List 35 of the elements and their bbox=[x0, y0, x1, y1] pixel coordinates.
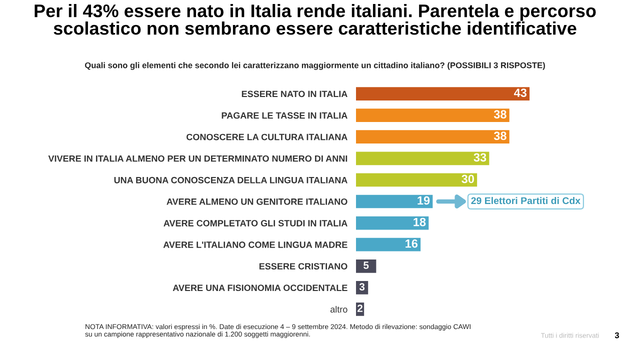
text: 3 bbox=[614, 332, 620, 338]
data-label: 18 bbox=[414, 218, 426, 226]
y-tick-label: AVERE ALMENO UN GENITORE ITALIANO bbox=[166, 198, 348, 205]
y-tick-label: PAGARE LE TASSE IN ITALIA bbox=[222, 112, 348, 119]
data-label: 16 bbox=[406, 239, 418, 248]
data-label: 5 bbox=[364, 262, 369, 269]
annotation: 29 Elettori Partiti di Cdx bbox=[471, 196, 580, 204]
data-label: 30 bbox=[462, 174, 474, 184]
bar bbox=[356, 173, 478, 187]
chart-title: Per il 43% essere nato in Italia rende italiani. Parentela e percorso scolastico non sembrano essere caratteristiche identificative bbox=[34, 4, 596, 35]
chart-subtitle: Quali sono gli elementi che secondo lei caratterizzano maggiormente un cittadino italiano? (POSSIBILI 3 RISPOSTE) bbox=[84, 62, 545, 70]
data-label: 33 bbox=[474, 153, 486, 162]
bar bbox=[356, 238, 421, 252]
bar bbox=[356, 87, 530, 100]
data-label: 38 bbox=[494, 110, 506, 119]
y-tick-label: AVERE UNA FISIONOMIA OCCIDENTALE bbox=[172, 284, 348, 292]
data-label: 38 bbox=[494, 132, 506, 140]
data-label: 2 bbox=[358, 304, 363, 312]
data-label: 3 bbox=[359, 283, 365, 290]
y-tick-label: ESSERE NATO IN ITALIA bbox=[242, 90, 348, 98]
bar bbox=[356, 108, 510, 122]
data-label: 43 bbox=[514, 88, 527, 97]
bar bbox=[356, 152, 490, 166]
bar bbox=[356, 130, 510, 144]
y-tick-label: altro bbox=[330, 306, 348, 313]
bar bbox=[356, 216, 429, 230]
y-tick-label: AVERE COMPLETATO GLI STUDI IN ITALIA bbox=[164, 220, 348, 226]
data-label: 19 bbox=[418, 196, 430, 205]
y-tick-label: CONOSCERE LA CULTURA ITALIANA bbox=[186, 134, 348, 140]
y-tick-label: UNA BUONA CONOSCENZA DELLA LINGUA ITALIANA bbox=[114, 176, 348, 184]
bar bbox=[356, 259, 376, 273]
bar bbox=[356, 194, 433, 208]
y-tick-label: AVERE L'ITALIANO COME LINGUA MADRE bbox=[163, 242, 348, 248]
y-tick-label: ESSERE CRISTIANO bbox=[259, 263, 348, 270]
y-tick-label: VIVERE IN ITALIA ALMENO PER UN DETERMINATO NUMERO DI ANNI bbox=[48, 155, 348, 162]
